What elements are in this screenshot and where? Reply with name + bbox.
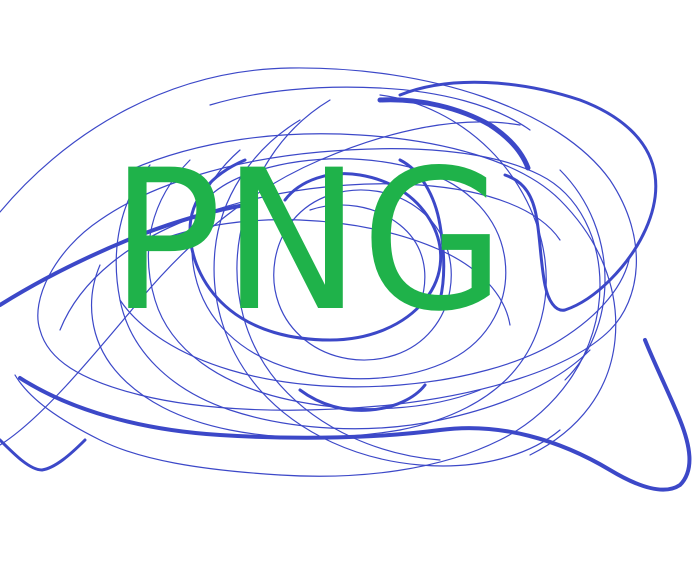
scribble-line xyxy=(559,169,606,381)
scribble-line xyxy=(0,121,521,446)
scribble-line xyxy=(309,204,426,306)
scribble-line xyxy=(0,203,247,307)
scribble-line xyxy=(159,219,511,326)
scribble-line xyxy=(37,148,601,477)
scribble-line xyxy=(59,183,561,331)
scribble-line xyxy=(298,383,427,412)
scribble-line xyxy=(273,189,452,361)
scribble-line xyxy=(379,94,547,431)
scribble-line xyxy=(0,438,87,472)
scribble-line xyxy=(191,149,507,380)
scribble-line xyxy=(194,158,506,261)
scribble-line xyxy=(119,254,631,388)
scribble-line xyxy=(398,158,446,302)
scribble-line xyxy=(115,164,591,430)
scribble-line xyxy=(0,67,637,411)
scribble-line xyxy=(209,86,531,131)
png-logo-text: PNG xyxy=(110,128,505,354)
scribble-thick-lines xyxy=(0,80,692,492)
scribble-line xyxy=(398,80,658,312)
scribble-line xyxy=(14,374,281,476)
scribble-line xyxy=(188,158,443,342)
scribble-line xyxy=(129,133,617,456)
scribble-line xyxy=(377,97,531,171)
scribble-line xyxy=(18,338,692,492)
